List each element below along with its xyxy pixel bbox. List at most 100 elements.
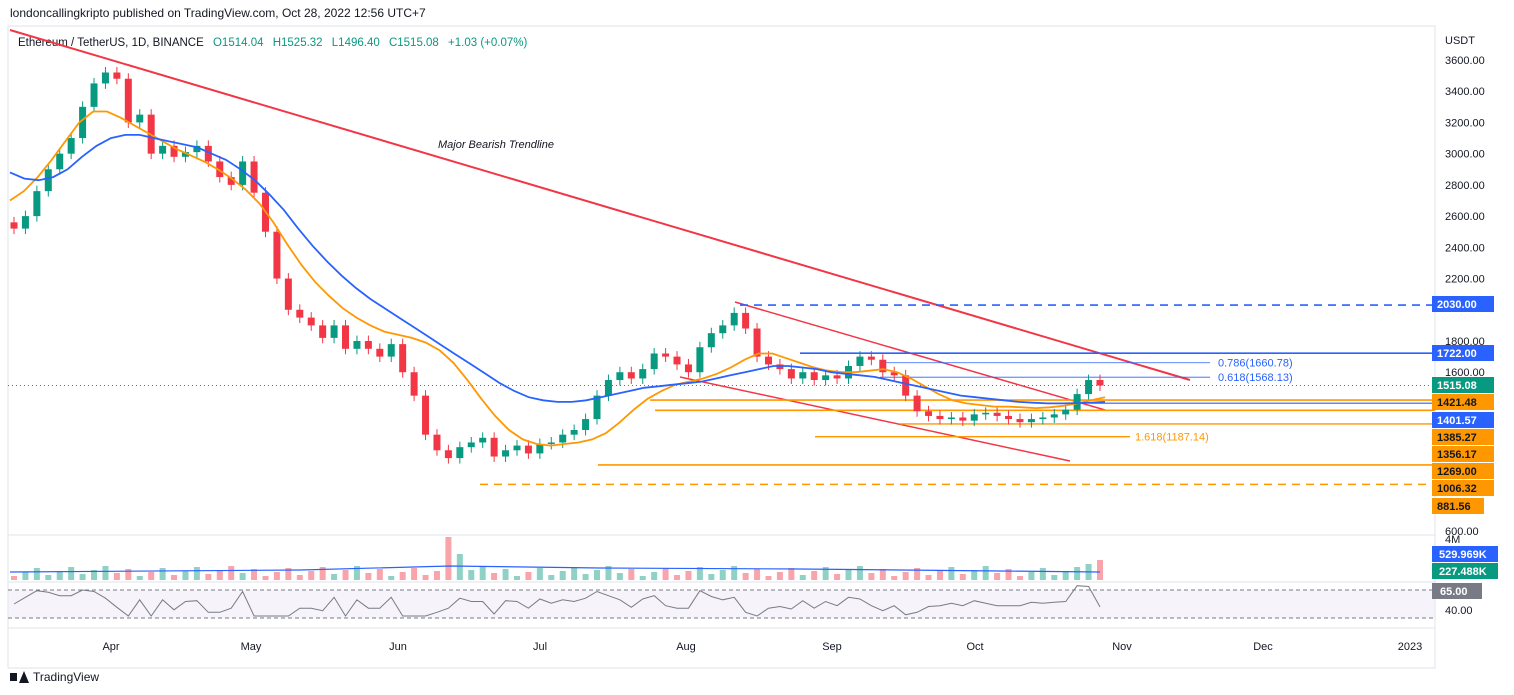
price-tick-label: 3200.00 <box>1445 117 1485 129</box>
volume-bar <box>571 567 578 580</box>
volume-bar <box>285 568 292 580</box>
candle-body <box>10 222 18 229</box>
price-tick-label: 2800.00 <box>1445 180 1485 192</box>
price-label-box <box>1432 296 1494 312</box>
candle-body <box>1062 409 1070 415</box>
volume-bar <box>79 574 86 580</box>
rsi-series <box>13 585 1101 617</box>
price-label-box <box>1432 377 1494 393</box>
volume-bar <box>56 571 63 580</box>
candle-body <box>890 372 898 376</box>
candle-body <box>444 450 452 459</box>
volume-bar <box>365 573 372 580</box>
candle-body <box>216 161 224 178</box>
candle-body <box>662 353 670 357</box>
volume-bar <box>91 570 98 580</box>
candle-body <box>67 138 75 154</box>
volume-bar <box>102 566 109 580</box>
time-tick-label: Jul <box>533 641 547 653</box>
price-tick-label: 3000.00 <box>1445 149 1485 161</box>
time-tick-label: Apr <box>102 641 119 653</box>
candle-body <box>593 395 601 420</box>
candle-body <box>513 445 521 451</box>
candle-body <box>1027 419 1035 423</box>
volume-bar <box>445 537 452 580</box>
candle-body <box>1073 394 1081 410</box>
ema-long-line <box>9 133 1106 405</box>
candle-body <box>456 447 464 459</box>
candle-body <box>33 191 41 217</box>
time-tick-label: Oct <box>966 641 983 653</box>
volume-bars <box>9 537 1103 580</box>
price-tick-label: 600.00 <box>1445 526 1479 538</box>
time-tick-label: 2023 <box>1398 641 1422 653</box>
candle-body <box>1050 414 1058 418</box>
legend: Ethereum / TetherUS, 1D, BINANCE O1514.0… <box>18 37 527 49</box>
candle-body <box>433 434 441 451</box>
time-tick-label: Dec <box>1253 641 1273 653</box>
volume-bar <box>502 569 509 580</box>
volume-bar <box>342 570 349 580</box>
wedge-upper-line <box>734 301 1106 411</box>
volume-bar <box>205 574 212 580</box>
volume-bar <box>891 576 898 580</box>
price-tick-label: 1600.00 <box>1445 367 1485 379</box>
volume-bar <box>422 575 429 580</box>
volume-bar <box>662 568 669 580</box>
tradingview-logo-icon <box>10 671 29 683</box>
candle-body <box>342 325 350 349</box>
price-label-text: 1401.57 <box>1437 415 1477 427</box>
volume-bar <box>479 566 486 580</box>
rsi-label-box <box>1432 583 1482 599</box>
volume-bar <box>856 566 863 580</box>
candle-body <box>787 369 795 379</box>
fib-level-label: 0.786(1660.78) <box>1218 358 1293 370</box>
volume-bar <box>696 567 703 580</box>
candle-body <box>764 356 772 365</box>
volume-bar <box>594 570 601 580</box>
volume-bar <box>925 575 932 580</box>
candle-body <box>319 325 327 338</box>
legend-open: O1514.04 <box>213 37 264 49</box>
volume-bar <box>685 571 692 580</box>
candle-body <box>627 372 635 379</box>
candle-body <box>879 359 887 373</box>
volume-bar <box>616 573 623 580</box>
rsi-label-text: 65.00 <box>1440 586 1468 598</box>
volume-bar <box>353 566 360 580</box>
candle-body <box>239 161 247 185</box>
legend-high: H1525.32 <box>273 37 323 49</box>
time-tick-label: Jun <box>389 641 407 653</box>
volume-bar <box>536 568 543 580</box>
volume-bar <box>708 574 715 580</box>
volume-bar <box>1051 575 1058 580</box>
price-tick-label: 2200.00 <box>1445 274 1485 286</box>
volume-bar <box>776 572 783 580</box>
tradingview-logo[interactable]: TradingView <box>10 670 99 684</box>
publisher-header: londoncallingkripto published on Trading… <box>10 6 426 20</box>
price-label-box <box>1432 429 1494 445</box>
candle-body <box>799 372 807 379</box>
volume-bar <box>902 572 909 580</box>
volume-bar <box>731 566 738 580</box>
volume-axis-label: 4M <box>1445 534 1460 546</box>
time-tick-label: May <box>241 641 262 653</box>
candle-body <box>44 169 52 192</box>
volume-bar <box>1028 572 1035 580</box>
candle-body <box>387 344 395 357</box>
candle-body <box>982 412 990 415</box>
candle-body <box>490 437 498 457</box>
candle-body <box>170 145 178 157</box>
candle-body <box>296 309 304 318</box>
volume-bar <box>582 574 589 580</box>
volume-bar <box>513 576 520 580</box>
volume-bar <box>559 571 566 580</box>
price-tick-label: 2400.00 <box>1445 242 1485 254</box>
moving-averages <box>9 110 1106 447</box>
rsi-line <box>13 585 1101 617</box>
candle-body <box>742 312 750 329</box>
volume-bar <box>639 576 646 580</box>
volume-bar <box>674 575 681 580</box>
candle-body <box>399 344 407 373</box>
